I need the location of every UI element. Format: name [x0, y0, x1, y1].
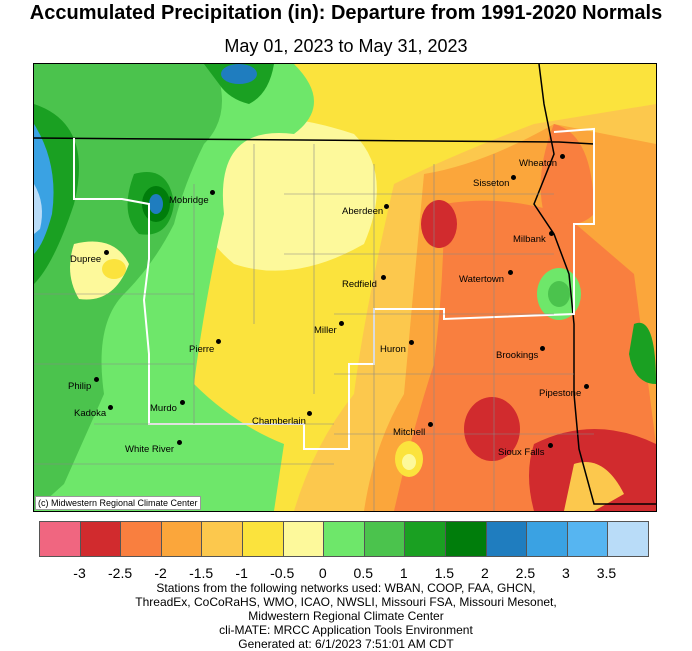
city-marker	[381, 275, 386, 280]
city-label-mitchell: Mitchell	[393, 427, 426, 438]
legend-tick-label: 3.5	[596, 565, 617, 581]
legend-swatch	[527, 522, 568, 556]
legend-tick-label: -1	[235, 565, 248, 581]
city-label-wheaton: Wheaton	[519, 158, 558, 169]
legend-tick-label: -2.5	[108, 565, 133, 581]
city-label-sisseton: Sisseton	[473, 178, 510, 189]
legend-swatch	[242, 522, 284, 556]
legend-swatch	[40, 522, 81, 556]
city-label-murdo: Murdo	[150, 403, 177, 414]
legend-tick-label: 1.5	[434, 565, 455, 581]
city-label-huron: Huron	[380, 344, 406, 355]
map-title: Accumulated Precipitation (in): Departur…	[29, 2, 663, 24]
city-label-kadoka: Kadoka	[74, 408, 107, 419]
city-label-dupree: Dupree	[70, 254, 102, 265]
legend-swatch	[161, 522, 203, 556]
city-marker	[307, 411, 312, 416]
city-label-brookings: Brookings	[496, 350, 539, 361]
city-marker	[549, 231, 554, 236]
city-marker	[384, 204, 389, 209]
city-label-philip: Philip	[68, 381, 92, 392]
precipitation-map: Wheaton Sisseton Mobridge Aberdeen Milba…	[33, 63, 657, 512]
legend-swatch	[283, 522, 325, 556]
city-label-pierre: Pierre	[189, 344, 215, 355]
city-marker	[210, 190, 215, 195]
city-marker	[339, 321, 344, 326]
footer-line: Midwestern Regional Climate Center	[248, 609, 444, 623]
city-label-pipestone: Pipestone	[539, 388, 582, 399]
legend-swatch	[324, 522, 365, 556]
footer-line: Stations from the following networks use…	[156, 581, 536, 595]
city-marker	[177, 440, 182, 445]
legend-swatch	[80, 522, 122, 556]
city-marker	[560, 154, 565, 159]
legend-tick-label: 2	[480, 565, 489, 581]
legend-swatch	[364, 522, 406, 556]
legend-tick-label: 3	[562, 565, 570, 581]
legend-swatch	[445, 522, 487, 556]
city-marker	[511, 175, 516, 180]
city-marker	[180, 400, 185, 405]
legend-swatch	[121, 522, 162, 556]
city-marker	[548, 443, 553, 448]
city-label-watertown: Watertown	[459, 274, 505, 285]
legend-tick-label: 1	[399, 565, 408, 581]
map-subtitle: May 01, 2023 to May 31, 2023	[224, 36, 468, 56]
legend-swatch	[405, 522, 446, 556]
city-marker	[409, 340, 414, 345]
city-label-mobridge: Mobridge	[169, 195, 209, 206]
city-marker	[216, 339, 221, 344]
city-label-aberdeen: Aberdeen	[342, 206, 384, 217]
legend-ticks: -3 -2.5 -2 -1.5 -1 -0.5 0 0.5 1 1.5 2 2.5 3 3.5	[0, 565, 692, 583]
city-label-milbank: Milbank	[513, 234, 546, 245]
legend-tick-label: -3	[73, 565, 86, 581]
city-marker	[508, 270, 513, 275]
city-marker	[428, 422, 433, 427]
legend-swatch	[486, 522, 528, 556]
city-marker	[108, 405, 113, 410]
footer-line: ThreadEx, CoCoRaHS, WMO, ICAO, NWSLI, Mi…	[135, 595, 557, 609]
footer-notes: Stations from the following networks use…	[0, 581, 692, 651]
city-label-sioux-falls: Sioux Falls	[498, 447, 545, 458]
city-label-chamberlain: Chamberlain	[252, 416, 306, 427]
city-marker	[584, 384, 589, 389]
legend-tick-label: 0	[318, 565, 327, 581]
city-marker	[104, 250, 109, 255]
city-marker	[540, 346, 545, 351]
footer-line: cli-MATE: MRCC Application Tools Environ…	[219, 623, 473, 637]
city-label-white-river: White River	[125, 444, 175, 455]
city-label-miller: Miller	[314, 325, 337, 336]
copyright-note: (c) Midwestern Regional Climate Center	[35, 496, 201, 510]
legend-swatch	[608, 522, 648, 556]
map-canvas	[34, 64, 656, 511]
legend-swatch	[202, 522, 243, 556]
legend-tick-label: -0.5	[270, 565, 295, 581]
city-label-redfield: Redfield	[342, 279, 377, 290]
legend-tick-label: -1.5	[189, 565, 214, 581]
color-legend	[39, 521, 649, 557]
legend-tick-label: 0.5	[353, 565, 373, 581]
footer-line: Generated at: 6/1/2023 7:51:01 AM CDT	[238, 637, 454, 651]
city-marker	[94, 377, 99, 382]
legend-tick-label: -2	[154, 565, 167, 581]
legend-tick-label: 2.5	[515, 565, 536, 581]
legend-swatch	[567, 522, 609, 556]
